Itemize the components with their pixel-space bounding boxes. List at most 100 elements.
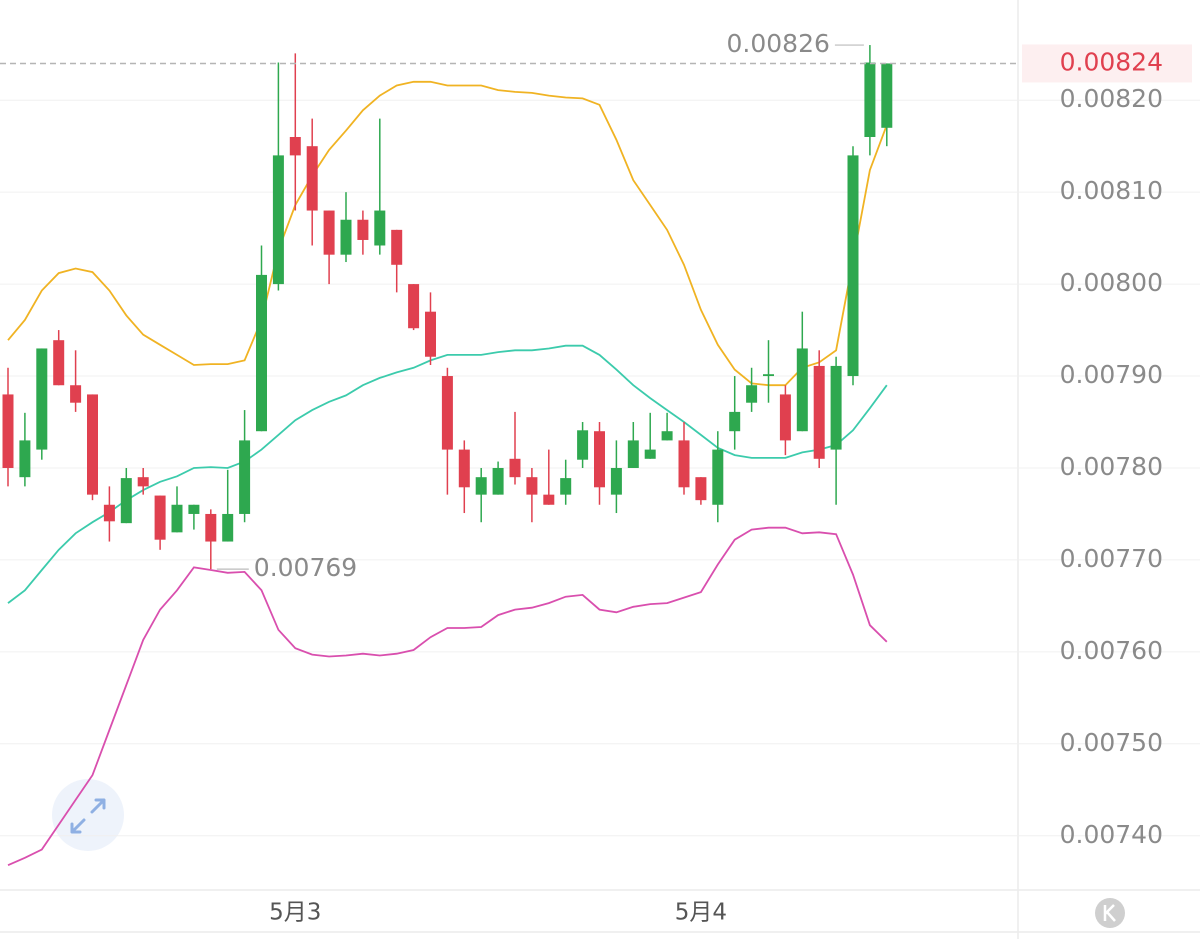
candle-body bbox=[391, 229, 403, 265]
candle bbox=[188, 504, 200, 530]
candle bbox=[458, 440, 470, 514]
candle-body bbox=[70, 385, 82, 403]
candle bbox=[103, 486, 115, 542]
k-logo[interactable] bbox=[1095, 898, 1125, 928]
last-price-bg bbox=[1022, 44, 1192, 83]
candle-body bbox=[830, 365, 842, 450]
candle-body bbox=[171, 504, 183, 533]
candle-body bbox=[610, 467, 622, 495]
candle-body bbox=[695, 477, 707, 501]
candle-body bbox=[492, 467, 504, 495]
y-tick-label: 0.00750 bbox=[1060, 728, 1163, 757]
candle bbox=[391, 229, 403, 293]
candle bbox=[19, 412, 31, 487]
candle-body bbox=[627, 440, 639, 468]
candle-body bbox=[779, 394, 791, 441]
candle bbox=[408, 284, 420, 331]
candle bbox=[864, 45, 876, 156]
candle bbox=[712, 431, 724, 523]
candle-body bbox=[864, 62, 876, 137]
candle-body bbox=[87, 394, 98, 495]
candle-body bbox=[813, 365, 825, 459]
candle-body bbox=[763, 374, 774, 377]
candle bbox=[357, 210, 369, 255]
y-tick-label: 0.00820 bbox=[1060, 84, 1163, 113]
candle-body bbox=[796, 348, 808, 432]
candle bbox=[120, 467, 132, 524]
expand-button-bg bbox=[52, 779, 124, 851]
candle bbox=[323, 210, 335, 285]
candle-body bbox=[374, 210, 386, 246]
candle-body bbox=[2, 394, 14, 468]
candle-body bbox=[188, 504, 200, 514]
candle bbox=[137, 467, 149, 495]
max-high-label: 0.00826 bbox=[727, 29, 830, 58]
candle-body bbox=[577, 430, 589, 460]
candle bbox=[763, 340, 774, 403]
candle-body bbox=[239, 440, 251, 514]
candle bbox=[779, 385, 791, 456]
candle bbox=[678, 422, 690, 495]
candle bbox=[594, 422, 605, 505]
candle-body bbox=[408, 284, 420, 329]
expand-icon bbox=[70, 798, 106, 834]
candle-body bbox=[475, 477, 487, 495]
candle-body bbox=[340, 219, 352, 255]
candle-body bbox=[712, 449, 724, 505]
candle bbox=[256, 245, 267, 432]
candle bbox=[813, 350, 825, 468]
candle-body bbox=[154, 495, 166, 540]
candle bbox=[526, 467, 538, 523]
k-logo-icon bbox=[1103, 904, 1116, 922]
candle bbox=[492, 461, 504, 495]
candle-body bbox=[289, 136, 301, 156]
candle-body bbox=[594, 431, 605, 488]
y-tick-label: 0.00770 bbox=[1060, 544, 1163, 573]
last-price-label: 0.00824 bbox=[1060, 47, 1163, 76]
candle-body bbox=[678, 440, 690, 488]
candle bbox=[425, 292, 436, 366]
x-tick-label: 5月3 bbox=[269, 900, 321, 926]
y-tick-label: 0.00780 bbox=[1060, 452, 1163, 481]
candle bbox=[543, 449, 555, 505]
expand-button[interactable] bbox=[52, 779, 124, 851]
candle bbox=[87, 394, 98, 501]
candle-body bbox=[509, 458, 521, 478]
candle bbox=[627, 422, 639, 468]
candle bbox=[830, 356, 842, 505]
candle bbox=[340, 192, 352, 263]
candle bbox=[577, 422, 589, 468]
y-tick-label: 0.00760 bbox=[1060, 636, 1163, 665]
candle-body bbox=[137, 477, 149, 487]
candle bbox=[729, 376, 741, 450]
candle bbox=[695, 477, 707, 505]
candle bbox=[610, 440, 622, 514]
candle bbox=[306, 118, 318, 246]
candle bbox=[441, 367, 453, 495]
candle-body bbox=[222, 513, 234, 542]
x-tick-label: 5月4 bbox=[675, 900, 727, 926]
candle-body bbox=[425, 311, 436, 357]
candle-body bbox=[881, 63, 893, 128]
candle bbox=[847, 146, 859, 386]
band-line bbox=[7, 526, 888, 867]
min-low-label: 0.00769 bbox=[254, 553, 357, 582]
candle-body bbox=[256, 274, 267, 432]
candle-body bbox=[272, 155, 284, 285]
candle bbox=[205, 509, 217, 570]
candle-body bbox=[323, 210, 335, 255]
candle-body bbox=[847, 155, 859, 377]
candle bbox=[746, 367, 758, 412]
y-tick-label: 0.00740 bbox=[1060, 820, 1163, 849]
candle-body bbox=[526, 477, 538, 495]
candle bbox=[171, 486, 183, 533]
candle-body bbox=[661, 431, 673, 441]
candle bbox=[509, 411, 521, 485]
candle bbox=[36, 348, 48, 460]
band-line bbox=[7, 344, 888, 604]
candle-body bbox=[205, 513, 217, 542]
candle-body bbox=[103, 504, 115, 522]
candle bbox=[644, 412, 656, 459]
